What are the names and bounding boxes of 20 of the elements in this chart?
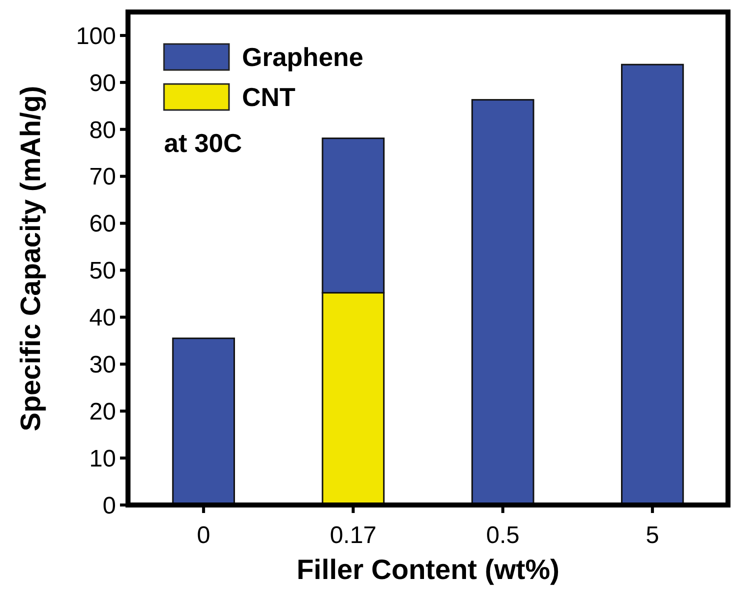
y-tick-label: 10 — [89, 445, 116, 472]
y-tick-label: 50 — [89, 258, 116, 285]
y-tick-label: 40 — [89, 304, 116, 332]
annotation: at 30C — [164, 128, 242, 158]
legend-label: CNT — [242, 82, 296, 112]
x-tick-label: 0.17 — [330, 522, 377, 549]
y-axis-title: Specific Capacity (mAh/g) — [15, 86, 46, 432]
x-axis-title: Filler Content (wt%) — [296, 554, 560, 585]
y-tick-label: 100 — [76, 22, 116, 50]
y-tick-label: 30 — [89, 352, 116, 379]
x-tick-label: 5 — [646, 522, 660, 549]
y-tick-label: 60 — [89, 210, 116, 238]
x-tick-label: 0.5 — [486, 522, 520, 549]
legend-label: Graphene — [242, 42, 364, 72]
y-tick-label: 90 — [89, 70, 116, 97]
y-tick-label: 70 — [89, 164, 116, 191]
y-tick-label: 0 — [102, 492, 116, 520]
x-tick-label: 0 — [196, 522, 210, 549]
y-tick-label: 80 — [89, 116, 116, 144]
y-tick-label: 20 — [89, 398, 116, 426]
